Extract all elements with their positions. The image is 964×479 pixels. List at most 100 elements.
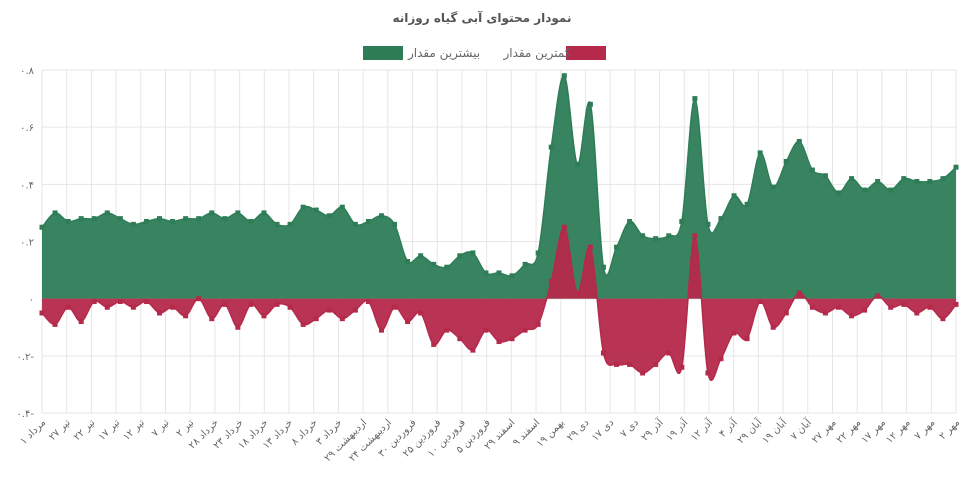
data-point[interactable] bbox=[457, 253, 463, 259]
data-point[interactable] bbox=[470, 347, 476, 353]
data-point[interactable] bbox=[313, 207, 319, 213]
data-point[interactable] bbox=[653, 361, 659, 367]
data-point[interactable] bbox=[835, 304, 841, 310]
data-point[interactable] bbox=[287, 304, 293, 310]
data-point[interactable] bbox=[822, 310, 828, 316]
data-point[interactable] bbox=[666, 350, 672, 356]
data-point[interactable] bbox=[574, 290, 580, 296]
data-point[interactable] bbox=[653, 236, 659, 242]
data-point[interactable] bbox=[39, 310, 45, 316]
data-point[interactable] bbox=[770, 324, 776, 330]
data-point[interactable] bbox=[313, 316, 319, 322]
data-point[interactable] bbox=[117, 216, 123, 222]
data-point[interactable] bbox=[705, 221, 711, 227]
data-point[interactable] bbox=[300, 321, 306, 327]
data-point[interactable] bbox=[731, 330, 737, 336]
data-point[interactable] bbox=[339, 316, 345, 322]
data-point[interactable] bbox=[509, 273, 515, 279]
data-point[interactable] bbox=[248, 301, 254, 307]
data-point[interactable] bbox=[692, 233, 698, 239]
data-point[interactable] bbox=[222, 216, 228, 222]
data-point[interactable] bbox=[39, 224, 45, 230]
data-point[interactable] bbox=[627, 361, 633, 367]
data-point[interactable] bbox=[300, 204, 306, 210]
data-point[interactable] bbox=[274, 221, 280, 227]
data-point[interactable] bbox=[875, 178, 881, 184]
data-point[interactable] bbox=[548, 144, 554, 150]
data-point[interactable] bbox=[261, 210, 267, 216]
data-point[interactable] bbox=[130, 221, 136, 227]
data-point[interactable] bbox=[444, 264, 450, 270]
data-point[interactable] bbox=[143, 299, 149, 305]
data-point[interactable] bbox=[614, 244, 620, 250]
data-point[interactable] bbox=[78, 216, 84, 222]
data-point[interactable] bbox=[235, 210, 241, 216]
data-point[interactable] bbox=[744, 336, 750, 342]
data-point[interactable] bbox=[927, 178, 933, 184]
data-point[interactable] bbox=[888, 304, 894, 310]
data-point[interactable] bbox=[914, 178, 920, 184]
data-point[interactable] bbox=[444, 327, 450, 333]
data-point[interactable] bbox=[352, 221, 358, 227]
data-point[interactable] bbox=[809, 304, 815, 310]
data-point[interactable] bbox=[365, 299, 371, 305]
data-point[interactable] bbox=[196, 216, 202, 222]
data-point[interactable] bbox=[509, 336, 515, 342]
data-point[interactable] bbox=[418, 310, 424, 316]
data-point[interactable] bbox=[157, 310, 163, 316]
data-point[interactable] bbox=[587, 101, 593, 107]
data-point[interactable] bbox=[783, 158, 789, 164]
data-point[interactable] bbox=[561, 224, 567, 230]
data-point[interactable] bbox=[822, 173, 828, 179]
data-point[interactable] bbox=[431, 341, 437, 347]
data-point[interactable] bbox=[640, 233, 646, 239]
data-point[interactable] bbox=[600, 350, 606, 356]
data-point[interactable] bbox=[744, 201, 750, 207]
data-point[interactable] bbox=[757, 299, 763, 305]
data-point[interactable] bbox=[953, 301, 959, 307]
data-point[interactable] bbox=[679, 364, 685, 370]
data-point[interactable] bbox=[104, 304, 110, 310]
legend-item-max[interactable]: بیشترین مقدار bbox=[363, 46, 480, 61]
data-point[interactable] bbox=[770, 184, 776, 190]
data-point[interactable] bbox=[326, 307, 332, 313]
data-point[interactable] bbox=[378, 213, 384, 219]
data-point[interactable] bbox=[640, 370, 646, 376]
data-point[interactable] bbox=[809, 167, 815, 173]
data-point[interactable] bbox=[849, 176, 855, 182]
data-point[interactable] bbox=[378, 327, 384, 333]
data-point[interactable] bbox=[235, 324, 241, 330]
data-point[interactable] bbox=[52, 210, 58, 216]
data-point[interactable] bbox=[548, 279, 554, 285]
data-point[interactable] bbox=[274, 301, 280, 307]
data-point[interactable] bbox=[143, 218, 149, 224]
data-point[interactable] bbox=[52, 321, 58, 327]
data-point[interactable] bbox=[849, 313, 855, 319]
data-point[interactable] bbox=[692, 96, 698, 102]
data-point[interactable] bbox=[78, 319, 84, 325]
data-point[interactable] bbox=[496, 270, 502, 276]
data-point[interactable] bbox=[65, 304, 71, 310]
data-point[interactable] bbox=[796, 138, 802, 144]
data-point[interactable] bbox=[901, 301, 907, 307]
legend-item-min[interactable]: کمترین مقدار bbox=[502, 46, 606, 61]
data-point[interactable] bbox=[875, 293, 881, 299]
data-point[interactable] bbox=[940, 176, 946, 182]
data-point[interactable] bbox=[365, 218, 371, 224]
data-point[interactable] bbox=[222, 301, 228, 307]
data-point[interactable] bbox=[888, 187, 894, 193]
data-point[interactable] bbox=[91, 299, 97, 305]
data-point[interactable] bbox=[862, 307, 868, 313]
data-point[interactable] bbox=[261, 313, 267, 319]
data-point[interactable] bbox=[914, 310, 920, 316]
data-point[interactable] bbox=[130, 304, 136, 310]
data-point[interactable] bbox=[209, 316, 215, 322]
data-point[interactable] bbox=[405, 259, 411, 265]
data-point[interactable] bbox=[183, 313, 189, 319]
data-point[interactable] bbox=[940, 316, 946, 322]
data-point[interactable] bbox=[718, 216, 724, 222]
data-point[interactable] bbox=[392, 304, 398, 310]
data-point[interactable] bbox=[587, 244, 593, 250]
data-point[interactable] bbox=[927, 304, 933, 310]
data-point[interactable] bbox=[170, 218, 176, 224]
